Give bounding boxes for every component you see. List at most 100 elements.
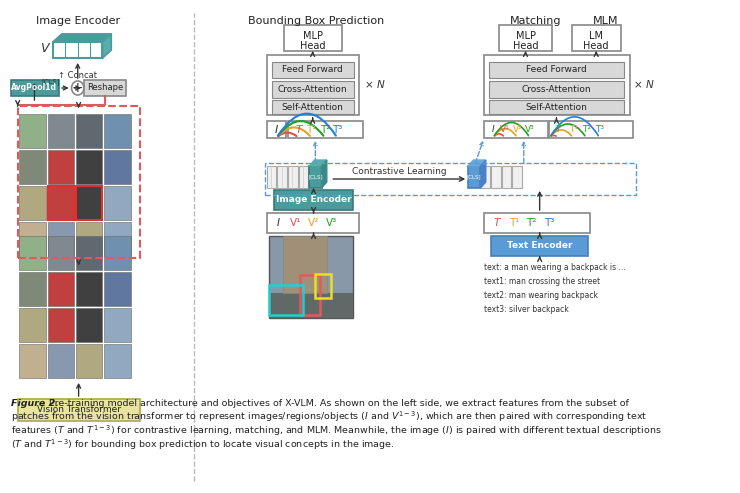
Polygon shape — [480, 160, 485, 188]
Bar — [47, 344, 74, 378]
Text: Image Encoder: Image Encoder — [276, 196, 352, 205]
Text: V¹: V¹ — [500, 126, 510, 135]
Bar — [288, 121, 363, 138]
Text: T: T — [493, 218, 500, 228]
Text: features ($\mathit{T}$ and $T^{1-3}$) for contrastive learning, matching, and ML: features ($\mathit{T}$ and $T^{1-3}$) fo… — [10, 423, 662, 438]
Text: Image Encoder: Image Encoder — [36, 16, 120, 26]
Bar — [484, 213, 590, 233]
Bar — [288, 166, 297, 188]
Text: Self-Attention: Self-Attention — [282, 103, 343, 111]
Text: T: T — [556, 126, 561, 135]
Text: I: I — [277, 218, 280, 228]
Bar — [266, 55, 360, 115]
Text: LM: LM — [589, 31, 603, 41]
Text: T¹: T¹ — [509, 218, 519, 228]
Bar — [76, 114, 102, 148]
Bar — [269, 285, 303, 315]
Text: patches from the vision transformer to represent images/regions/objects ($\mathi: patches from the vision transformer to r… — [10, 410, 647, 424]
Bar — [104, 114, 131, 148]
Bar — [19, 272, 46, 306]
Bar — [47, 186, 74, 220]
Bar — [47, 186, 74, 220]
Bar — [18, 106, 140, 258]
Text: Cross-Attention: Cross-Attention — [522, 85, 591, 95]
Bar — [76, 272, 102, 306]
Bar — [266, 121, 286, 138]
Bar — [104, 150, 131, 184]
Text: I: I — [491, 126, 494, 135]
Text: Self-Attention: Self-Attention — [525, 103, 588, 111]
Text: V²: V² — [308, 218, 319, 228]
Bar — [76, 150, 102, 184]
Polygon shape — [102, 34, 111, 58]
Text: V²: V² — [513, 126, 522, 135]
Text: text2: man wearing backpack: text2: man wearing backpack — [484, 291, 598, 301]
Polygon shape — [53, 34, 111, 42]
Bar — [47, 114, 74, 148]
Bar — [491, 166, 501, 188]
Bar — [484, 121, 548, 138]
Bar — [283, 236, 327, 293]
Bar — [489, 62, 625, 78]
Bar — [104, 308, 131, 342]
Bar — [266, 166, 277, 188]
Bar — [269, 293, 353, 318]
Bar — [104, 236, 131, 270]
Polygon shape — [468, 160, 485, 166]
Text: MLP: MLP — [516, 31, 536, 41]
Bar — [272, 62, 354, 78]
Polygon shape — [309, 160, 327, 166]
Text: T¹: T¹ — [569, 126, 578, 135]
Bar — [76, 344, 102, 378]
Bar — [272, 100, 354, 114]
Bar — [47, 236, 74, 270]
Bar — [19, 186, 46, 220]
Bar — [10, 80, 59, 96]
Text: Feed Forward: Feed Forward — [526, 66, 587, 74]
Bar — [76, 236, 102, 270]
Text: MLP: MLP — [303, 31, 323, 41]
Bar — [76, 186, 102, 220]
Bar — [309, 166, 321, 188]
Bar — [300, 275, 320, 315]
Bar — [18, 399, 140, 421]
Text: Matching: Matching — [510, 16, 561, 26]
Text: Vision Transformer: Vision Transformer — [36, 406, 121, 415]
Bar — [489, 100, 625, 114]
Bar — [491, 236, 588, 256]
Text: V³: V³ — [326, 218, 337, 228]
Text: T²: T² — [527, 218, 537, 228]
Bar — [298, 166, 309, 188]
Text: Contrastive Learning: Contrastive Learning — [352, 167, 446, 176]
Bar — [265, 163, 636, 195]
Bar — [19, 114, 46, 148]
Text: T²: T² — [320, 125, 330, 135]
Text: Reshape: Reshape — [87, 83, 124, 93]
Bar — [468, 166, 480, 188]
Bar — [104, 222, 131, 256]
Text: [CLS]: [CLS] — [467, 175, 482, 179]
Text: ($\mathit{T}$ and $T^{1-3}$) for bounding box prediction to locate visual concep: ($\mathit{T}$ and $T^{1-3}$) for boundin… — [10, 438, 394, 452]
Bar — [489, 81, 625, 98]
Bar — [549, 121, 633, 138]
Text: V³: V³ — [525, 126, 535, 135]
Bar — [572, 25, 621, 51]
Bar — [274, 190, 353, 210]
Circle shape — [72, 81, 84, 95]
Text: text: a man wearing a backpack is ...: text: a man wearing a backpack is ... — [484, 263, 625, 273]
Bar — [53, 42, 102, 58]
Bar — [272, 81, 354, 98]
Bar — [512, 166, 522, 188]
Bar — [278, 166, 287, 188]
Text: V: V — [40, 42, 48, 56]
Text: I: I — [275, 125, 278, 135]
Bar — [19, 344, 46, 378]
Text: Text Encoder: Text Encoder — [507, 242, 573, 250]
Bar — [47, 272, 74, 306]
Text: Feed Forward: Feed Forward — [282, 66, 343, 74]
Bar — [104, 186, 131, 220]
Bar — [484, 55, 630, 115]
Bar — [284, 25, 342, 51]
Bar — [502, 166, 511, 188]
Text: Cross-Attention: Cross-Attention — [278, 85, 348, 95]
